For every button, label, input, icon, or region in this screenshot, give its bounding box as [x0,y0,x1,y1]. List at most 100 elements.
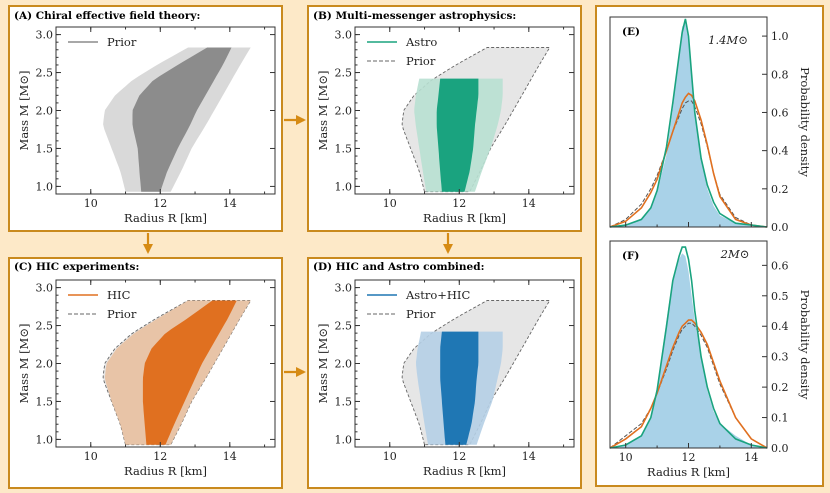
ytick-label-c: 2.0 [36,358,54,371]
panel-title-a: (A) Chiral effective field theory: [14,10,200,22]
xtick-label-a: 14 [223,197,237,210]
arrow-a-to-c [143,233,153,254]
xtick-label-f: 12 [682,451,696,464]
ytick-label-f: 0.5 [771,290,789,303]
xtick-label-d: 12 [452,450,466,463]
ytick-label-e: 1.0 [771,30,789,43]
panel-title-e: (E) [622,26,640,38]
ytick-label-b: 3.0 [335,29,353,42]
xtick-label-a: 10 [84,197,98,210]
ytick-label-a: 1.5 [36,142,54,155]
ytick-label-a: 2.0 [36,105,54,118]
x-axis-label-f: Radius R [km] [647,465,730,479]
histogram-e [610,22,767,228]
arrow-c-to-d [284,367,306,377]
hic-curve-e [609,92,768,228]
panel-title-d: (D) HIC and Astro combined: [313,261,484,273]
legend-label-d: Astro+HIC [405,288,470,302]
flow-arrows [143,115,453,377]
panel-c: (C) HIC experiments: 10 12 14 1.0 1.5 2.0 2.5 3.… [14,261,276,478]
y-axis-label-a: Mass M [M⊙] [17,71,31,151]
panel-d: (D) HIC and Astro combined: 10 12 14 1.0 1.5 2… [313,261,575,478]
xtick-label-c: 14 [223,450,237,463]
ytick-label-f: 0.4 [771,320,789,333]
band-68-b [436,78,479,192]
astro-curve-f [609,246,768,449]
band-68-c [142,300,237,445]
legend-label-b: Astro [405,35,437,49]
panel-e: (E) 1.4M⊙ 0.0 0.2 0.4 0.6 0.8 1.0 Probability de… [609,16,812,234]
panel-title-c: (C) HIC experiments: [14,261,139,273]
ytick-label-d: 2.0 [335,358,353,371]
panel-title-f: (F) [622,250,639,262]
histogram-f [610,253,767,448]
x-axis-label-a: Radius R [km] [124,211,207,225]
xtick-label-f: 10 [619,451,633,464]
ytick-label-c: 3.0 [36,282,54,295]
ytick-label-b: 2.5 [335,67,353,80]
xtick-label-d: 10 [383,450,397,463]
panel-f: (F) 2M⊙ 0.0 0.1 0.2 0.3 0.4 0.5 0.6 10 12 14 Probabi… [609,240,812,479]
ytick-label-a: 2.5 [36,67,54,80]
ytick-label-c: 1.0 [36,433,54,446]
arrow-a-to-c-head [143,244,153,254]
ytick-label-a: 3.0 [36,29,54,42]
legend-label-a: Prior [107,35,137,49]
ytick-label-c: 1.5 [36,395,54,408]
ytick-label-e: 0.8 [771,68,789,81]
xtick-label-a: 12 [153,197,167,210]
ytick-label-f: 0.2 [771,381,789,394]
xtick-label-b: 10 [383,197,397,210]
x-axis-label-c: Radius R [km] [124,464,207,478]
ytick-label-e: 0.4 [771,145,789,158]
ytick-label-e: 0.0 [771,221,789,234]
legend-label-d: Prior [406,307,436,321]
ytick-label-b: 1.0 [335,180,353,193]
xtick-label-b: 12 [452,197,466,210]
legend-label-c: Prior [107,307,137,321]
ytick-label-d: 1.0 [335,433,353,446]
ytick-label-f: 0.0 [771,442,789,455]
ytick-label-d: 3.0 [335,282,353,295]
ytick-label-f: 0.1 [771,412,789,425]
plots: (A) Chiral effective field theory: 10 12 14… [14,10,812,479]
x-axis-label-b: Radius R [km] [423,211,506,225]
ytick-label-e: 0.6 [771,106,789,119]
annotation-f: 2M⊙ [720,247,750,261]
ytick-label-b: 1.5 [335,142,353,155]
legend-label-b: Prior [406,54,436,68]
ytick-label-f: 0.6 [771,259,789,272]
arrow-c-to-d-head [296,367,306,377]
y-axis-label-f: Probability density [798,290,812,400]
x-axis-label-d: Radius R [km] [423,464,506,478]
panel-a: (A) Chiral effective field theory: 10 12 14… [14,10,276,225]
ytick-label-d: 2.5 [335,320,353,333]
y-axis-label-e: Probability density [798,67,812,177]
y-axis-label-b: Mass M [M⊙] [316,71,330,151]
ytick-label-b: 2.0 [335,105,353,118]
legend-label-c: HIC [107,288,131,302]
y-axis-label-d: Mass M [M⊙] [316,324,330,404]
panel-title-b: (B) Multi-messenger astrophysics: [313,10,516,22]
xtick-label-b: 14 [522,197,536,210]
prior-curve-e [609,100,768,228]
ytick-label-e: 0.2 [771,183,789,196]
arrow-b-to-d [443,233,453,254]
ytick-label-a: 1.0 [36,180,54,193]
xtick-label-d: 14 [522,450,536,463]
astro-curve-e [609,18,768,228]
band-68-d [440,331,479,445]
xtick-label-f: 14 [744,451,758,464]
ytick-label-c: 2.5 [36,320,54,333]
arrow-b-to-d-head [443,244,453,254]
panel-b: (B) Multi-messenger astrophysics: 10 12 14 1… [313,10,575,225]
arrow-a-to-b [284,115,306,125]
annotation-e: 1.4M⊙ [708,33,748,47]
y-axis-label-c: Mass M [M⊙] [17,324,31,404]
xtick-label-c: 12 [153,450,167,463]
xtick-label-c: 10 [84,450,98,463]
band-68-a [132,47,232,192]
arrow-a-to-b-head [296,115,306,125]
hic-curve-f [609,319,768,449]
